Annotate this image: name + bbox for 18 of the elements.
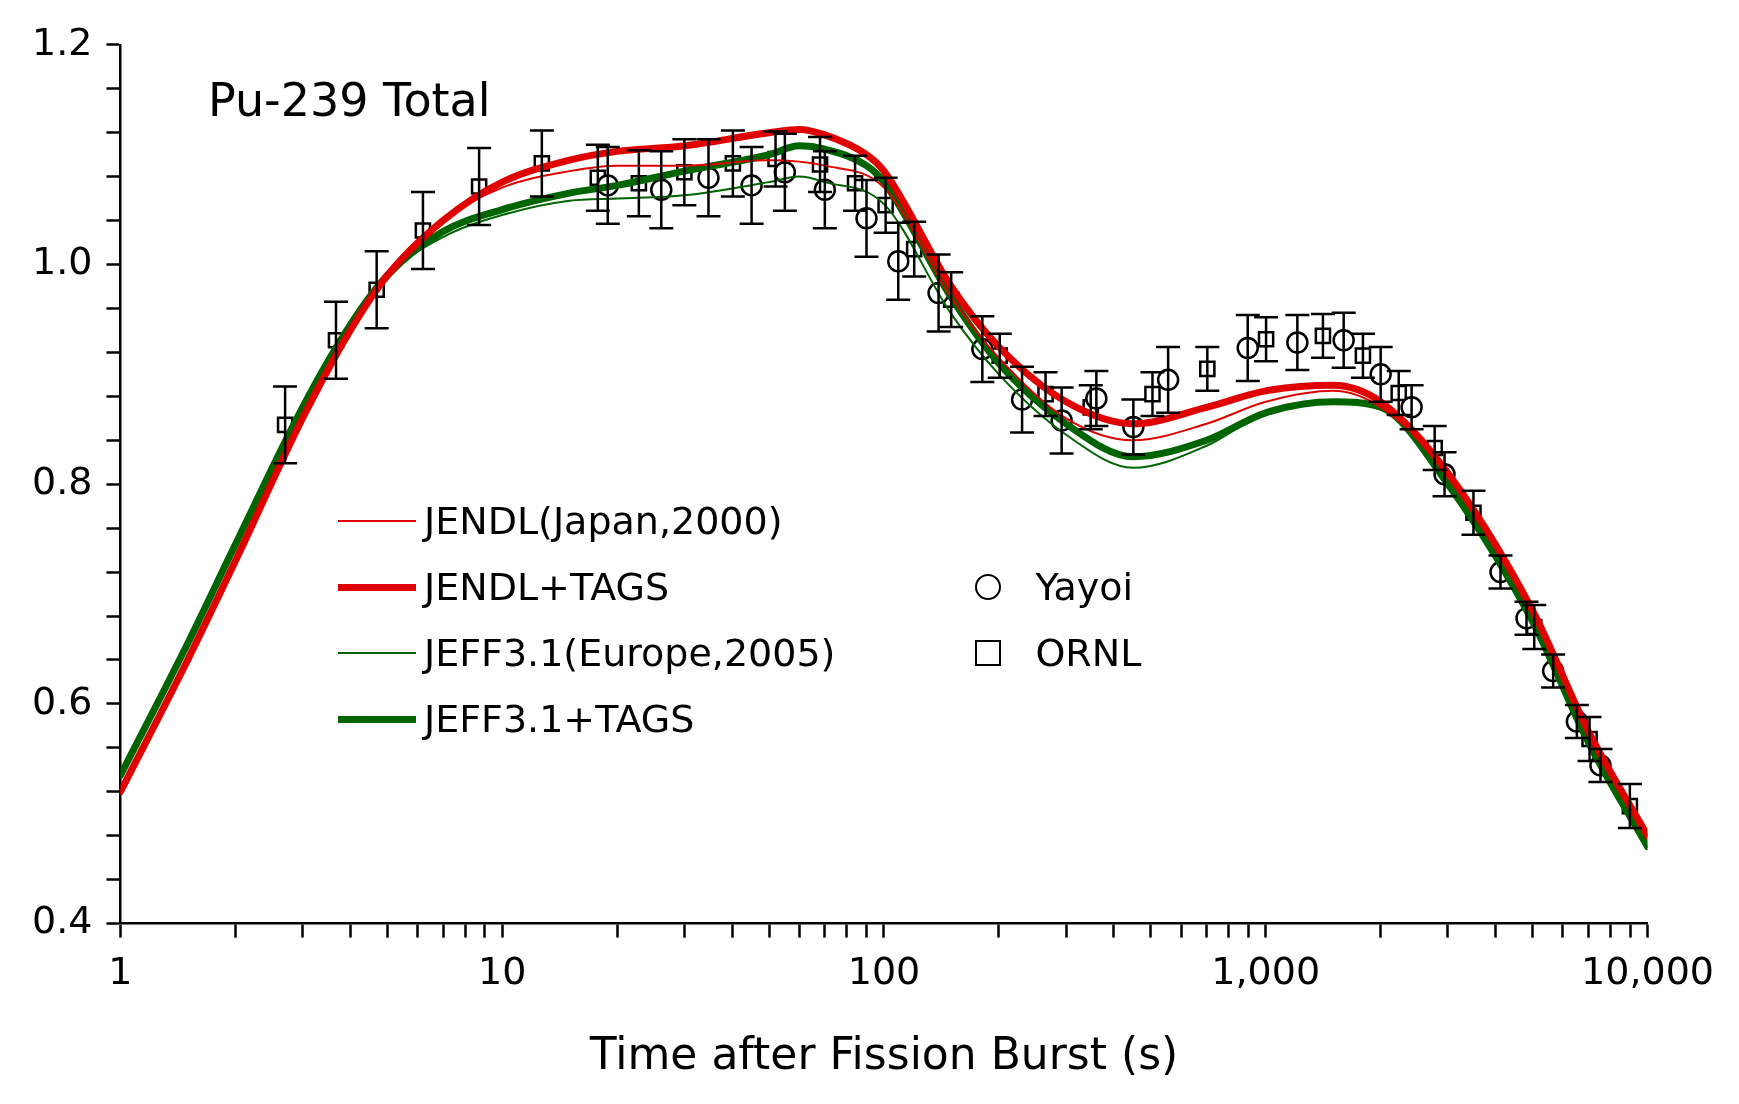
x-tick-label: 10,000 bbox=[1581, 949, 1714, 994]
legend-label: ORNL bbox=[1035, 631, 1142, 675]
y-tick-label: 0.8 bbox=[32, 459, 93, 504]
x-tick-label: 10 bbox=[478, 949, 527, 994]
y-tick-label: 0.4 bbox=[32, 898, 93, 943]
x-tick-label: 1 bbox=[108, 949, 133, 994]
y-tick-label: 1.2 bbox=[32, 19, 93, 64]
text: Pu-239 Total bbox=[208, 73, 491, 127]
y-tick-label: 1.0 bbox=[32, 239, 93, 284]
x-axis-title: Time after Fission Burst (s) bbox=[588, 1028, 1179, 1080]
legend-label: JENDL(Japan,2000) bbox=[424, 499, 783, 543]
y-tick-label: 0.6 bbox=[32, 678, 93, 723]
legend-label: JEFF3.1+TAGS bbox=[424, 697, 695, 741]
legend-label: Yayoi bbox=[1035, 565, 1133, 609]
x-tick-label: 1,000 bbox=[1211, 949, 1321, 994]
legend-label: JEFF3.1(Europe,2005) bbox=[424, 631, 836, 675]
x-tick-label: 100 bbox=[847, 949, 921, 994]
legend-label: JENDL+TAGS bbox=[424, 565, 670, 609]
